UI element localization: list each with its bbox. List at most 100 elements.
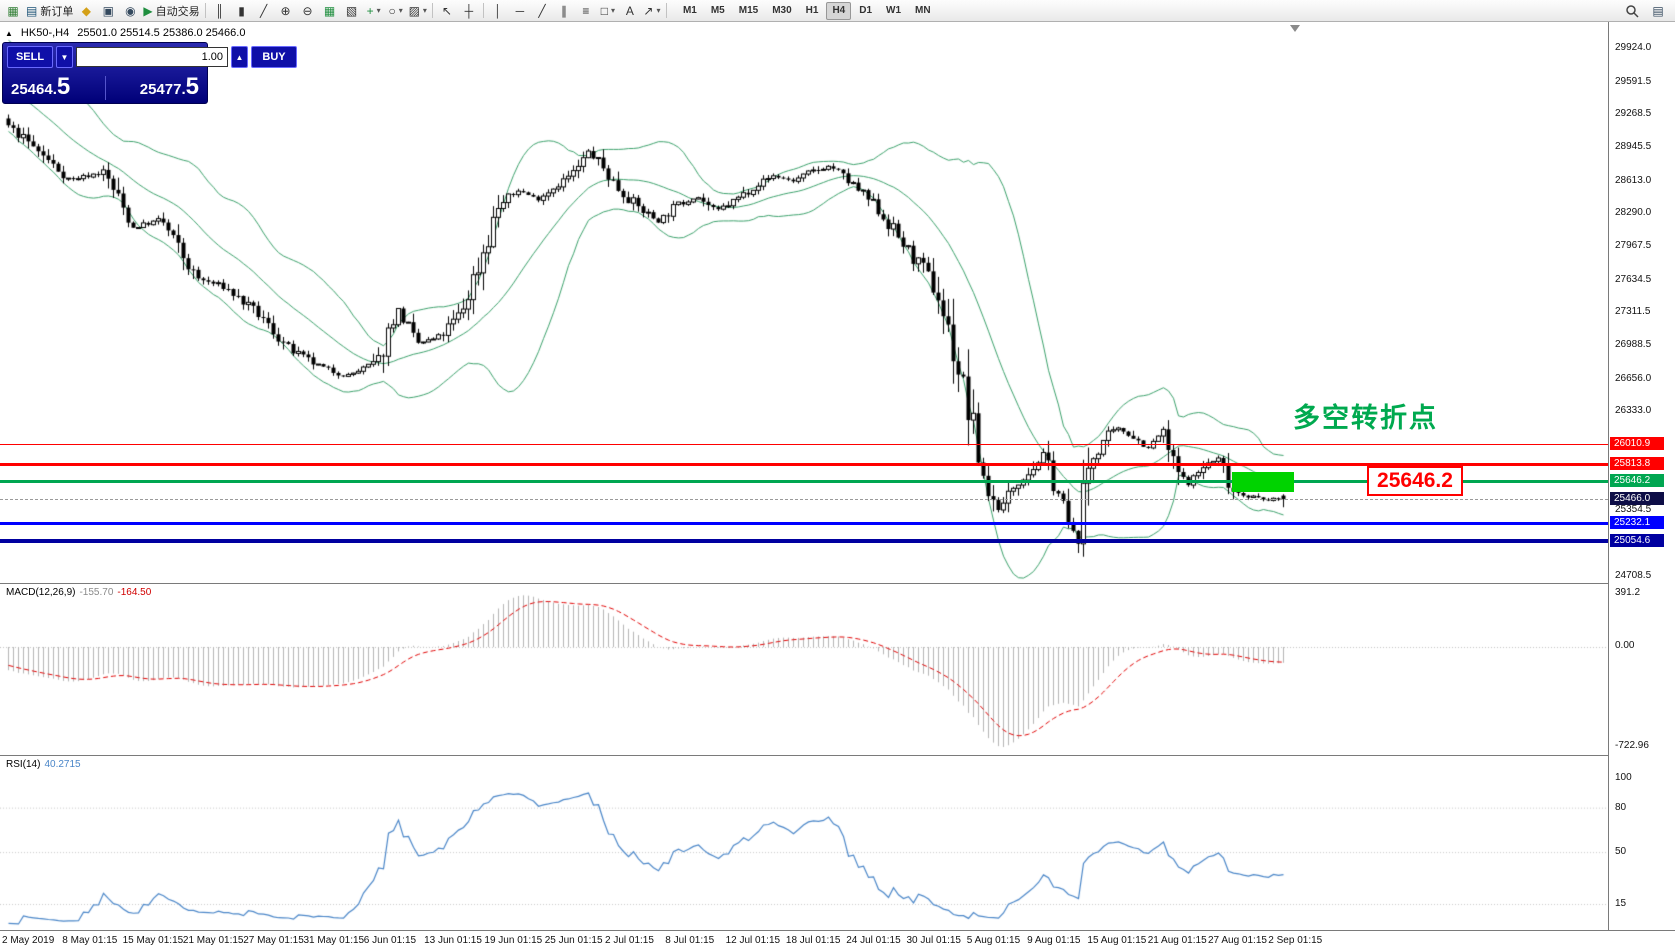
price-callout-annotation[interactable]: 25646.2 [1367, 466, 1463, 496]
chart-title: ▲ HK50-,H4 25501.0 25514.5 25386.0 25466… [5, 27, 245, 39]
price-tag: 26010.9 [1610, 437, 1664, 450]
text-icon: A [625, 3, 634, 18]
new-order-button[interactable]: ▤ 新订单 [24, 2, 75, 20]
timeframe-m1-button[interactable]: M1 [682, 5, 697, 16]
volume-up-button[interactable]: ▲ [231, 46, 248, 68]
price-tag: 25232.1 [1610, 515, 1664, 529]
templates-icon: ▨ [408, 3, 420, 18]
right-shift-marker-icon[interactable] [1290, 25, 1300, 32]
buy-price[interactable]: 25477. 5 [139, 73, 199, 100]
toolbar: ▦ ▤ 新订单 ◆ ▣ ◉ ▶ 自动交易 ║ ▮ ╱ ⊕ ⊖ ▦ ▧ + ▾ ○ ▾ ▨ ▾ ↖ ┼ │ ─ ╱ ∥ ≡ □ ▾ A ↗ ▾ M… [0, 0, 1675, 22]
price-axis-label: 26988.5 [1615, 339, 1652, 351]
channel-icon[interactable]: ∥ [553, 2, 575, 20]
price-axis-label: 29591.5 [1615, 75, 1652, 87]
one-click-trading-panel: SELL ▼ ▲ BUY 25464. 5 25477. 5 [2, 42, 297, 104]
date-label: 15 May 01:15 [122, 935, 184, 946]
shapes-icon[interactable]: □ ▾ [597, 2, 619, 20]
macd-scale-label: -722.96 [1615, 740, 1649, 751]
ohlc-values: 25501.0 25514.5 25386.0 25466.0 [77, 27, 246, 39]
trendline-icon[interactable]: ╱ [531, 2, 553, 20]
vertical-line-icon[interactable]: │ [487, 2, 509, 20]
mql-community-icon[interactable]: ◆ [75, 2, 97, 20]
candlestick-chart-icon[interactable]: ▮ [231, 2, 253, 20]
timeframe-m5-button[interactable]: M5 [710, 5, 725, 16]
shapes-icon: □ [600, 3, 609, 18]
buy-button[interactable]: BUY [251, 46, 297, 68]
timeframe-h1-button[interactable]: H1 [805, 5, 819, 16]
alerts-icon[interactable]: ◉ [119, 2, 141, 20]
horizontal-line-icon[interactable]: ─ [509, 2, 531, 20]
search-button[interactable] [1621, 2, 1643, 20]
zoom-in-icon[interactable]: ⊕ [275, 2, 297, 20]
volume-down-button[interactable]: ▼ [56, 46, 73, 68]
periods-icon[interactable]: ○ ▾ [385, 2, 407, 20]
cursor-icon: ↖ [441, 3, 452, 18]
price-axis-label: 29924.0 [1615, 42, 1652, 53]
sell-button[interactable]: SELL [7, 46, 53, 68]
price-axis-label: 28290.0 [1615, 207, 1652, 219]
horizontal-level-line[interactable] [0, 479, 1608, 483]
price-axis-label: 26333.0 [1615, 405, 1652, 417]
date-label: 30 Jul 01:15 [906, 935, 962, 946]
new-order-button-label: 新订单 [40, 5, 74, 18]
rsi-pane-separator[interactable] [0, 755, 1675, 756]
fibonacci-icon[interactable]: ≡ [575, 2, 597, 20]
line-chart-icon: ╱ [259, 3, 268, 18]
timeframe-m15-button[interactable]: M15 [738, 5, 759, 16]
rsi-scale-label: 80 [1615, 801, 1627, 813]
date-label: 21 Aug 01:15 [1147, 935, 1207, 946]
terminal-icon[interactable]: ▦ [2, 2, 24, 20]
indicators-icon[interactable]: + ▾ [363, 2, 385, 20]
zoom-in-icon: ⊕ [280, 3, 291, 18]
trendline-icon: ╱ [538, 3, 546, 18]
timeframe-m30-button[interactable]: M30 [772, 5, 792, 16]
data-window-button[interactable]: ▤ [1647, 2, 1669, 20]
crosshair-icon[interactable]: ┼ [458, 2, 480, 20]
cursor-icon[interactable]: ↖ [436, 2, 458, 20]
data-window-icon: ▤ [1652, 3, 1664, 18]
macd-pane-separator[interactable] [0, 583, 1675, 584]
cascade-windows-icon: ▧ [345, 3, 358, 18]
dropdown-arrow-icon: ▾ [656, 6, 661, 15]
volume-input[interactable] [76, 47, 228, 67]
timeframe-mn-button[interactable]: MN [915, 5, 931, 16]
terminal-icon: ▦ [7, 3, 19, 18]
price-tag: 25646.2 [1610, 473, 1664, 487]
price-chart-canvas[interactable] [0, 22, 1608, 583]
window-marker-icon: ▲ [5, 28, 13, 38]
dropdown-arrow-icon: ▾ [422, 6, 427, 15]
tile-windows-icon: ▦ [323, 3, 336, 18]
timeframe-w1-button[interactable]: W1 [886, 5, 902, 16]
date-label: 2 Jul 01:15 [605, 935, 654, 946]
zoom-out-icon[interactable]: ⊖ [297, 2, 319, 20]
text-icon[interactable]: A [619, 2, 641, 20]
horizontal-level-line[interactable] [0, 444, 1608, 445]
horizontal-level-line[interactable] [0, 521, 1608, 525]
autotrading-button[interactable]: ▶ 自动交易 [141, 2, 201, 20]
print-icon[interactable]: ▣ [97, 2, 119, 20]
price-axis[interactable]: 29924.0 29591.5 29268.5 28945.5 28613.0 28290… [1608, 22, 1675, 930]
horizontal-level-line[interactable] [0, 462, 1608, 466]
arrows-icon[interactable]: ↗ ▾ [641, 2, 663, 20]
macd-pane-canvas[interactable] [0, 583, 1608, 755]
templates-icon[interactable]: ▨ ▾ [407, 2, 429, 20]
tile-windows-icon[interactable]: ▦ [319, 2, 341, 20]
dropdown-arrow-icon: ▾ [398, 6, 403, 15]
timeframe-d1-button[interactable]: D1 [859, 5, 873, 16]
cascade-windows-icon[interactable]: ▧ [341, 2, 363, 20]
bar-chart-icon[interactable]: ║ [209, 2, 231, 20]
horizontal-level-line[interactable] [0, 538, 1608, 543]
date-axis[interactable]: 2 May 2019 8 May 01:15 15 May 01:15 21 May … [0, 930, 1675, 949]
timeframe-h4-button[interactable]: H4 [826, 1, 852, 20]
date-label: 24 Jul 01:15 [846, 935, 901, 946]
sell-price[interactable]: 25464. 5 [7, 75, 106, 100]
highlight-rectangle-annotation[interactable] [1232, 472, 1294, 492]
zoom-out-icon: ⊖ [302, 3, 313, 18]
turning-point-annotation[interactable]: 多空转折点 [1293, 403, 1438, 433]
line-chart-icon[interactable]: ╱ [253, 2, 275, 20]
price-axis-label: 26656.0 [1615, 372, 1652, 384]
channel-icon: ∥ [560, 3, 567, 18]
rsi-pane-canvas[interactable] [0, 755, 1608, 930]
price-tag: 25054.6 [1610, 533, 1664, 547]
